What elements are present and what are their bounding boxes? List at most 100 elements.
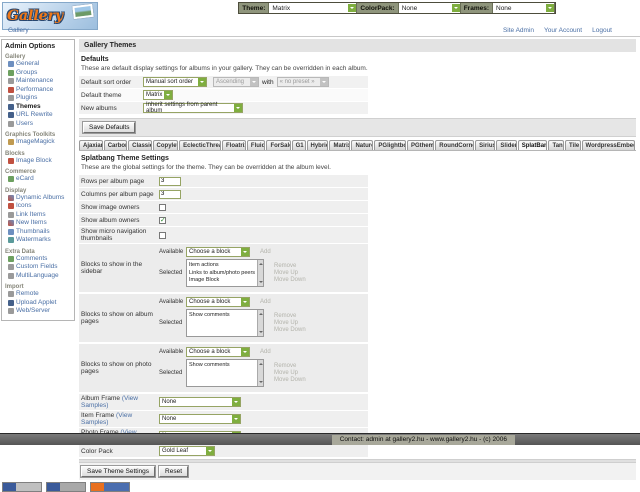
- new-albums-select[interactable]: Inherit settings from parent album: [143, 102, 243, 114]
- item-frame-view-samples-link[interactable]: (View Samples): [81, 412, 133, 426]
- album-blocks-available-select[interactable]: Choose a block: [186, 297, 250, 307]
- default-theme-select[interactable]: Matrix: [143, 90, 173, 100]
- site-admin-link[interactable]: Site Admin: [502, 27, 535, 34]
- show-image-owners-checkbox[interactable]: [159, 203, 166, 211]
- tab-classic[interactable]: Classic: [128, 140, 152, 150]
- tab-forsale[interactable]: ForSale: [266, 140, 291, 150]
- tab-ajaxian[interactable]: Ajaxian: [79, 140, 103, 150]
- tab-wordpressembedded[interactable]: WordpressEmbedded: [581, 140, 635, 150]
- sidebar-item-icons[interactable]: Icons: [5, 202, 73, 211]
- rows-per-page-row: Rows per album page: [79, 175, 368, 187]
- sidebar-item-general[interactable]: General: [5, 60, 73, 69]
- sidebar-item-groups[interactable]: Groups: [5, 69, 73, 78]
- colorpack-select[interactable]: None: [398, 3, 461, 13]
- scrollbar[interactable]: [257, 260, 263, 286]
- sidebar-item-performance[interactable]: Performance: [5, 86, 73, 95]
- save-defaults-button[interactable]: Save Defaults: [81, 121, 137, 134]
- list-item[interactable]: Item actions: [189, 262, 219, 268]
- tab-fluid[interactable]: Fluid: [246, 140, 266, 150]
- chevron-down-icon: [546, 4, 554, 12]
- tab-copyleft[interactable]: Copyleft: [152, 140, 179, 150]
- breadcrumb[interactable]: Gallery: [8, 27, 29, 34]
- tab-roundcorners[interactable]: RoundCorners: [435, 140, 475, 150]
- sidebar-item-upload-applet[interactable]: Upload Applet: [5, 299, 73, 308]
- item-frame-select[interactable]: None: [159, 414, 241, 424]
- tab-sirius[interactable]: Sirius: [475, 140, 496, 150]
- list-item[interactable]: Links to album/photo peers: [189, 269, 256, 276]
- sidebar-item-comments[interactable]: Comments: [5, 255, 73, 264]
- image-block-icon: [8, 157, 14, 164]
- default-theme-label: Default theme: [81, 91, 122, 99]
- tab-floatrix[interactable]: Floatrix: [221, 140, 246, 150]
- tab-splatbang[interactable]: SplatBang: [517, 140, 548, 150]
- rows-per-page-label: Rows per album page: [81, 177, 145, 185]
- save-theme-settings-button[interactable]: Save Theme Settings: [79, 465, 157, 478]
- sidebar-item-multilanguage[interactable]: MultiLanguage: [5, 272, 73, 281]
- theme-select[interactable]: Matrix: [269, 3, 358, 13]
- sidebar-item-link-items[interactable]: Link Items: [5, 211, 73, 220]
- rows-per-page-input[interactable]: [159, 176, 181, 186]
- thumbnails-icon: [8, 228, 14, 235]
- tab-pglightbox[interactable]: PGlightbox: [374, 140, 406, 150]
- sidebar-item-themes[interactable]: Themes: [5, 103, 73, 112]
- sidebar-blocks-available-select[interactable]: Choose a block: [186, 247, 250, 257]
- list-item[interactable]: Show comments: [189, 312, 230, 318]
- photo-blocks-selected-list[interactable]: Show comments: [186, 359, 264, 387]
- tab-eclecticthreads[interactable]: EclecticThreads: [179, 140, 221, 150]
- list-item[interactable]: Show comments: [189, 362, 230, 368]
- color-pack-select[interactable]: Gold Leaf: [159, 446, 215, 456]
- sidebar-item-new-items[interactable]: New Items: [5, 219, 73, 228]
- your-account-link[interactable]: Your Account: [544, 27, 583, 34]
- tab-slider[interactable]: Slider: [496, 140, 517, 150]
- tab-tile[interactable]: Tile: [565, 140, 581, 150]
- sidebar-item-users[interactable]: Users: [5, 120, 73, 129]
- tab-carbon[interactable]: Carbon: [103, 140, 128, 150]
- album-frame-view-samples-link[interactable]: (View Samples): [81, 395, 138, 409]
- chevron-down-icon: [241, 348, 249, 356]
- scrollbar[interactable]: [257, 310, 263, 336]
- tab-matrix[interactable]: Matrix: [329, 140, 351, 150]
- add-link: Add: [260, 298, 271, 305]
- sidebar-item-dynamic-albums[interactable]: Dynamic Albums: [5, 194, 73, 203]
- sidebar-item-thumbnails[interactable]: Thumbnails: [5, 228, 73, 237]
- sidebar-item-remote[interactable]: Remote: [5, 290, 73, 299]
- sidebar-item-plugins[interactable]: Plugins: [5, 94, 73, 103]
- list-item[interactable]: Image Block: [189, 277, 220, 283]
- album-blocks-selected-list[interactable]: Show comments: [186, 309, 264, 337]
- validation-badge-3[interactable]: [90, 482, 130, 492]
- sidebar-item-web-server[interactable]: Web/Server: [5, 307, 73, 316]
- sidebar-item-url-rewrite[interactable]: URL Rewrite: [5, 111, 73, 120]
- reset-button[interactable]: Reset: [158, 465, 190, 478]
- default-sort-order-row: Default sort order Manual sort order Asc…: [79, 76, 368, 88]
- sidebar-item-watermarks[interactable]: Watermarks: [5, 236, 73, 245]
- show-image-owners-row: Show image owners: [79, 201, 368, 213]
- sidebar-item-maintenance[interactable]: Maintenance: [5, 77, 73, 86]
- item-frame-label: Item Frame: [81, 412, 115, 419]
- tab-tan[interactable]: Tan: [548, 140, 564, 150]
- tab-nature[interactable]: Nature: [351, 140, 374, 150]
- sidebar-item-ecard[interactable]: eCard: [5, 175, 73, 184]
- show-album-owners-checkbox[interactable]: ✓: [159, 216, 166, 224]
- remove-link: Remove: [274, 262, 297, 269]
- show-micro-nav-checkbox[interactable]: [159, 231, 166, 239]
- logout-link[interactable]: Logout: [592, 27, 612, 34]
- scrollbar[interactable]: [257, 360, 263, 386]
- sidebar-item-imagemagick[interactable]: ImageMagick: [5, 138, 73, 147]
- remove-link: Remove: [274, 362, 297, 369]
- sidebar-item-image-block[interactable]: Image Block: [5, 157, 73, 166]
- cols-per-page-input[interactable]: [159, 189, 181, 199]
- sidebar-blocks-selected-list[interactable]: Item actions Links to album/photo peers …: [186, 259, 264, 287]
- photo-blocks-available-select[interactable]: Choose a block: [186, 347, 250, 357]
- tab-hybrid[interactable]: Hybrid: [306, 140, 329, 150]
- tab-pgtheme[interactable]: PGtheme: [406, 140, 435, 150]
- sidebar-section-gallery: Gallery: [5, 54, 26, 60]
- validation-badge-2[interactable]: [46, 482, 86, 492]
- validation-badge-1[interactable]: [2, 482, 42, 492]
- theme-tabs: Ajaxian Carbon Classic Copyleft Eclectic…: [79, 140, 636, 151]
- frames-select[interactable]: None: [493, 3, 555, 13]
- sort-conjunction-label: with: [262, 78, 274, 86]
- sort-order-select[interactable]: Manual sort order: [143, 77, 207, 87]
- sidebar-item-custom-fields[interactable]: Custom Fields: [5, 263, 73, 272]
- tab-g1[interactable]: G1: [291, 140, 306, 150]
- album-frame-select[interactable]: None: [159, 397, 241, 407]
